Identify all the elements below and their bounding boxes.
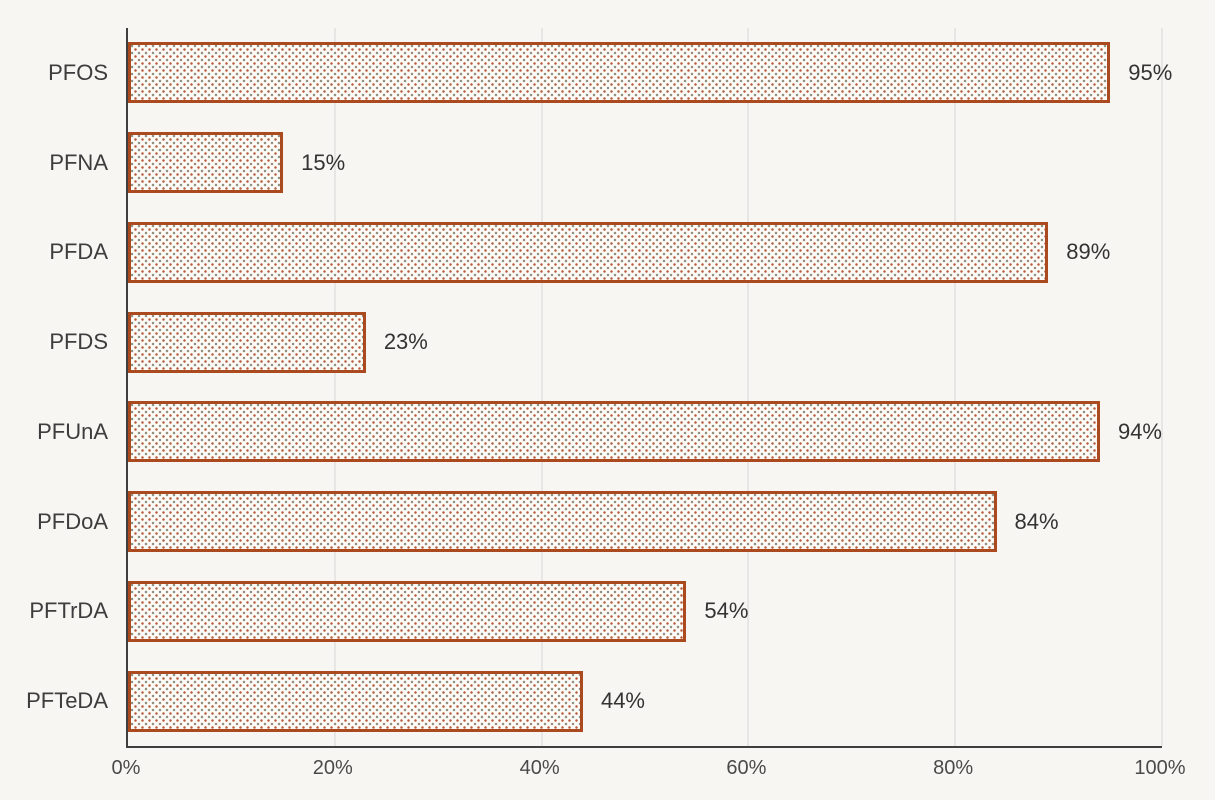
bar-row-pfds: 23% bbox=[128, 297, 1162, 387]
category-axis: PFOS PFNA PFDA PFDS PFUnA PFDoA PFTrDA PFTeDA bbox=[0, 28, 110, 746]
category-label-pfna: PFNA bbox=[49, 149, 108, 175]
category-label-pftrda: PFTrDA bbox=[29, 598, 108, 624]
bar-pfdoa bbox=[128, 491, 997, 553]
bar-pfna bbox=[128, 132, 284, 194]
value-label-pfda: 89% bbox=[1066, 239, 1111, 265]
category-label-pfds: PFDS bbox=[49, 329, 108, 355]
bar-pfos bbox=[128, 42, 1111, 104]
value-label-pfos: 95% bbox=[1128, 59, 1173, 85]
x-tick-label-20: 20% bbox=[312, 757, 353, 779]
category-label-pfda: PFDA bbox=[49, 239, 108, 265]
x-tick-label-40: 40% bbox=[519, 757, 560, 779]
bar-pfds bbox=[128, 311, 366, 373]
value-label-pfds: 23% bbox=[383, 329, 428, 355]
gridline-20 bbox=[334, 28, 336, 746]
bar-row-pfna: 15% bbox=[128, 118, 1162, 208]
category-label-pfdoa: PFDoA bbox=[37, 508, 108, 534]
value-label-pfteda: 44% bbox=[600, 688, 645, 714]
bar-pfteda bbox=[128, 670, 583, 732]
bar-row-pftrda: 54% bbox=[128, 567, 1162, 657]
category-label-pfuna: PFUnA bbox=[37, 418, 108, 444]
x-tick-label-60: 60% bbox=[726, 757, 767, 779]
x-tick-label-100: 100% bbox=[1134, 757, 1186, 779]
category-label-pfos: PFOS bbox=[48, 59, 108, 85]
gridline-40 bbox=[541, 28, 543, 746]
value-label-pfna: 15% bbox=[301, 149, 346, 175]
gridline-80 bbox=[954, 28, 956, 746]
gridline-60 bbox=[747, 28, 749, 746]
bar-row-pfos: 95% bbox=[128, 28, 1172, 118]
gridline-100 bbox=[1161, 28, 1163, 746]
value-label-pfdoa: 84% bbox=[1014, 508, 1059, 534]
bar-row-pfdoa: 84% bbox=[128, 477, 1162, 567]
bar-pfda bbox=[128, 221, 1049, 283]
x-tick-label-80: 80% bbox=[933, 757, 974, 779]
bar-row-pfuna: 94% bbox=[128, 387, 1162, 477]
x-tick-label-0: 0% bbox=[111, 757, 141, 779]
plot-area: 95% 15% 89% 23% 94% 84% 54% 44% bbox=[126, 28, 1172, 748]
bar-row-pfteda: 44% bbox=[128, 656, 1162, 746]
value-axis: 0% 20% 40% 60% 80% 100% bbox=[112, 757, 1186, 783]
category-label-pfteda: PFTeDA bbox=[26, 688, 108, 714]
bar-pfuna bbox=[128, 401, 1100, 463]
bar-rows: 95% 15% 89% 23% 94% 84% 54% 44% bbox=[128, 28, 1172, 746]
bar-row-pfda: 89% bbox=[128, 208, 1162, 298]
value-label-pftrda: 54% bbox=[704, 598, 749, 624]
value-label-pfuna: 94% bbox=[1117, 418, 1162, 444]
bar-pftrda bbox=[128, 580, 687, 642]
